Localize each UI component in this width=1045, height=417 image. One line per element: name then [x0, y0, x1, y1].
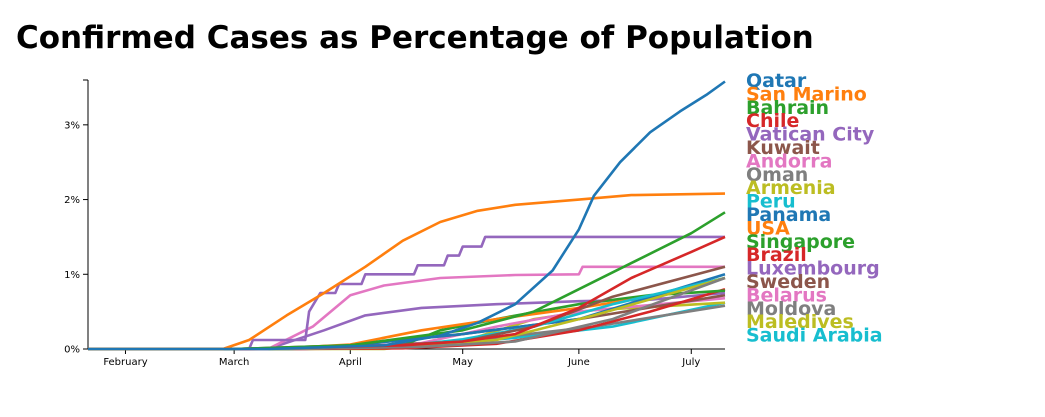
legend-item-vatican-city: Vatican City	[746, 124, 875, 146]
series-line-bahrain	[88, 211, 726, 351]
x-tick-label: April	[339, 357, 362, 368]
legend-item-luxembourg: Luxembourg	[746, 258, 880, 280]
y-tick-label: 1%	[64, 270, 80, 281]
legend-item-kuwait: Kuwait	[746, 137, 820, 159]
legend-item-usa: USA	[746, 217, 790, 239]
legend-item-bahrain: Bahrain	[746, 97, 829, 119]
legend-item-belarus: Belarus	[746, 284, 827, 306]
y-tick-label: 2%	[64, 195, 80, 206]
y-tick-label: 0%	[64, 345, 80, 356]
series-lines	[88, 80, 726, 351]
legend-item-saudi-arabia: Saudi Arabia	[746, 325, 883, 347]
legend-item-singapore: Singapore	[746, 231, 855, 253]
x-tick-label: June	[567, 357, 590, 368]
x-tick-label: February	[103, 357, 147, 368]
legend-item-panama: Panama	[746, 204, 831, 226]
series-line-qatar	[88, 80, 726, 351]
legend-item-qatar: Qatar	[746, 70, 807, 92]
legend-item-san-marino: San Marino	[746, 83, 867, 105]
chart-title: Confirmed Cases as Percentage of Populat…	[16, 20, 814, 56]
series-line-vatican-city	[88, 235, 725, 351]
legend-item-chile: Chile	[746, 110, 799, 132]
legend-item-peru: Peru	[746, 191, 796, 213]
legend-item-armenia: Armenia	[746, 177, 836, 199]
x-tick-label: July	[681, 357, 700, 368]
legend-item-sweden: Sweden	[746, 271, 830, 293]
legend-item-moldova: Moldova	[746, 298, 836, 320]
legend-item-maledives: Maledives	[746, 311, 854, 333]
legend-item-brazil: Brazil	[746, 244, 807, 266]
y-tick-label: 3%	[64, 120, 80, 131]
legend-item-oman: Oman	[746, 164, 808, 186]
series-line-andorra	[88, 265, 725, 351]
x-tick-label: March	[219, 357, 249, 368]
x-tick-label: May	[452, 357, 473, 368]
series-line-san-marino	[88, 192, 726, 351]
legend-item-andorra: Andorra	[746, 150, 832, 172]
